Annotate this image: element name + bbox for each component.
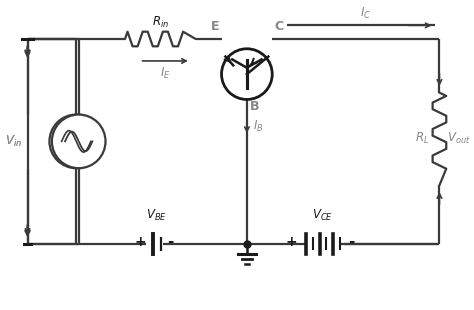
Text: B: B [250,100,259,113]
Text: -: - [167,234,174,249]
Text: $R_L$: $R_L$ [415,131,430,147]
Text: $R_{in}$: $R_{in}$ [152,15,169,30]
Text: -: - [348,234,354,249]
Text: C: C [274,20,284,33]
Text: $V_{in}$: $V_{in}$ [5,134,22,149]
Text: +: + [285,235,297,249]
Text: $I_B$: $I_B$ [253,119,264,134]
Text: $V_{in}$: $V_{in}$ [5,134,22,149]
Text: $I_E$: $I_E$ [160,66,171,81]
Circle shape [52,115,106,168]
Text: $V_{out}$: $V_{out}$ [447,131,471,147]
Text: $V_{BE}$: $V_{BE}$ [146,208,167,223]
Text: +: + [134,235,146,249]
Text: E: E [210,20,219,33]
Text: $V_{CE}$: $V_{CE}$ [312,208,333,223]
Text: $I_C$: $I_C$ [360,7,371,21]
